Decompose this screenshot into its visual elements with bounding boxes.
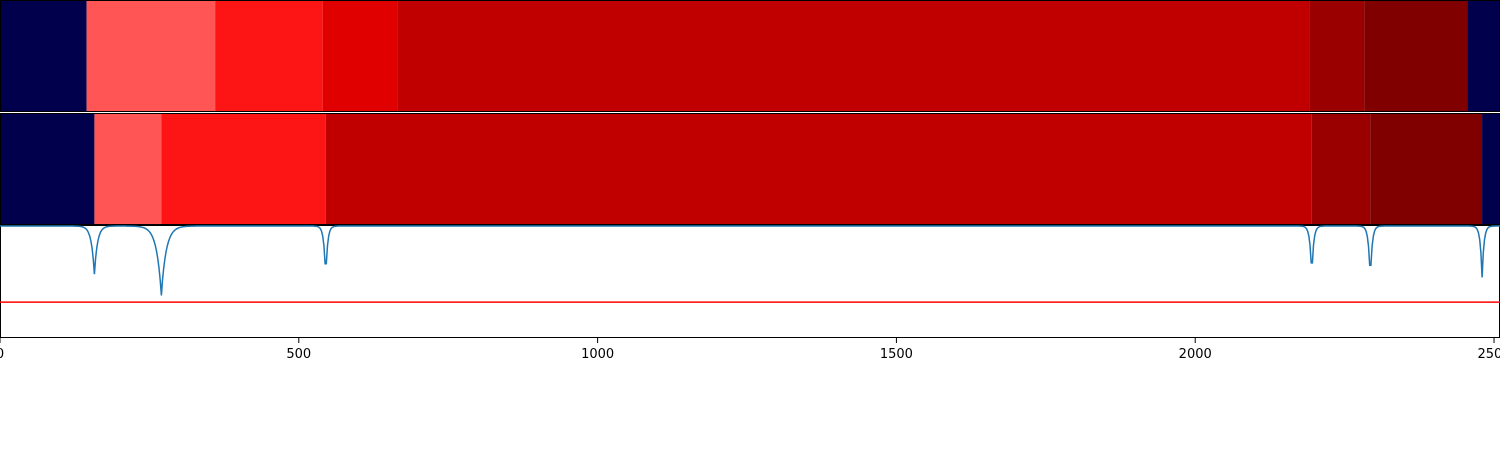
x-tick-label-2000: 2000 — [1179, 347, 1212, 362]
signal-line — [0, 225, 1500, 296]
line-plot-frame — [0, 225, 1500, 338]
x-tick-label-1500: 1500 — [880, 347, 913, 362]
segmentation-top-segment-7 — [1467, 0, 1500, 112]
segmentation-top-segment-2 — [215, 0, 323, 112]
segmentation-bottom-segment-3 — [325, 113, 1312, 225]
x-tick-label-500: 500 — [286, 347, 311, 362]
segmentation-top-segment-0 — [0, 0, 87, 112]
x-tick-label-2500: 2500 — [1477, 347, 1500, 362]
segmentation-bottom-segment-6 — [1482, 113, 1500, 225]
segmentation-bar-bottom — [0, 113, 1500, 225]
segmentation-bottom-segment-0 — [0, 113, 95, 225]
segmentation-top-segment-1 — [86, 0, 216, 112]
x-axis: 0 500 1000 1500 2000 2500 — [0, 338, 1500, 362]
segmentation-bottom-segment-5 — [1370, 113, 1483, 225]
segmentation-bottom-segment-1 — [94, 113, 162, 225]
x-tick-label-1000: 1000 — [581, 347, 614, 362]
line-plot-area — [0, 225, 1500, 338]
segmentation-bar-top — [0, 0, 1500, 112]
x-tick-label-0: 0 — [0, 347, 4, 362]
segmentation-top-segment-4 — [397, 0, 1310, 112]
segmentation-top-segment-3 — [322, 0, 398, 112]
segmentation-bottom-segment-2 — [161, 113, 326, 225]
segmentation-top-segment-5 — [1309, 0, 1365, 112]
segmentation-top-segment-6 — [1364, 0, 1468, 112]
segmentation-bottom-segment-4 — [1311, 113, 1371, 225]
